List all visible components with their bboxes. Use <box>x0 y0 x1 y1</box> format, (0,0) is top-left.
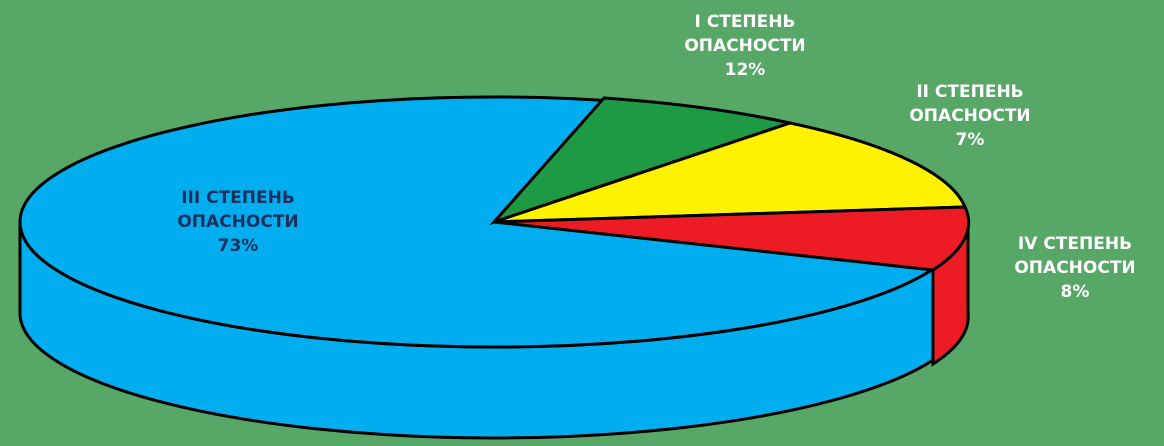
slice-iv-label-percent: 8% <box>1060 282 1090 302</box>
slice-iv-label: IV СТЕПЕНЬ ОПАСНОСТИ 8% <box>1014 232 1135 304</box>
slice-i-top <box>489 96 796 226</box>
slice-i-label-line2: ОПАСНОСТИ <box>684 36 806 56</box>
slice-i-label-percent: 12% <box>724 60 766 80</box>
slice-ii-label-percent: 7% <box>955 130 985 150</box>
slice-iii-label-line1: III СТЕПЕНЬ <box>181 188 295 208</box>
slice-i-label: I СТЕПЕНЬ ОПАСНОСТИ 12% <box>684 10 805 82</box>
slice-iv-top <box>493 205 971 272</box>
slice-ii-label: II СТЕПЕНЬ ОПАСНОСТИ 7% <box>909 80 1030 152</box>
slice-ii-label-line1: II СТЕПЕНЬ <box>916 82 1024 102</box>
slice-iii-label-line2: ОПАСНОСТИ <box>177 212 299 232</box>
slice-ii-label-line2: ОПАСНОСТИ <box>909 106 1031 126</box>
slice-ii-top <box>493 121 968 224</box>
slice-iv-label-line2: ОПАСНОСТИ <box>1014 258 1136 278</box>
slice-i-label-line1: I СТЕПЕНЬ <box>694 12 796 32</box>
slice-iv-label-line1: IV СТЕПЕНЬ <box>1017 234 1133 254</box>
slice-iii-label: III СТЕПЕНЬ ОПАСНОСТИ 73% <box>177 186 298 258</box>
slice-iii-label-percent: 73% <box>217 236 259 256</box>
